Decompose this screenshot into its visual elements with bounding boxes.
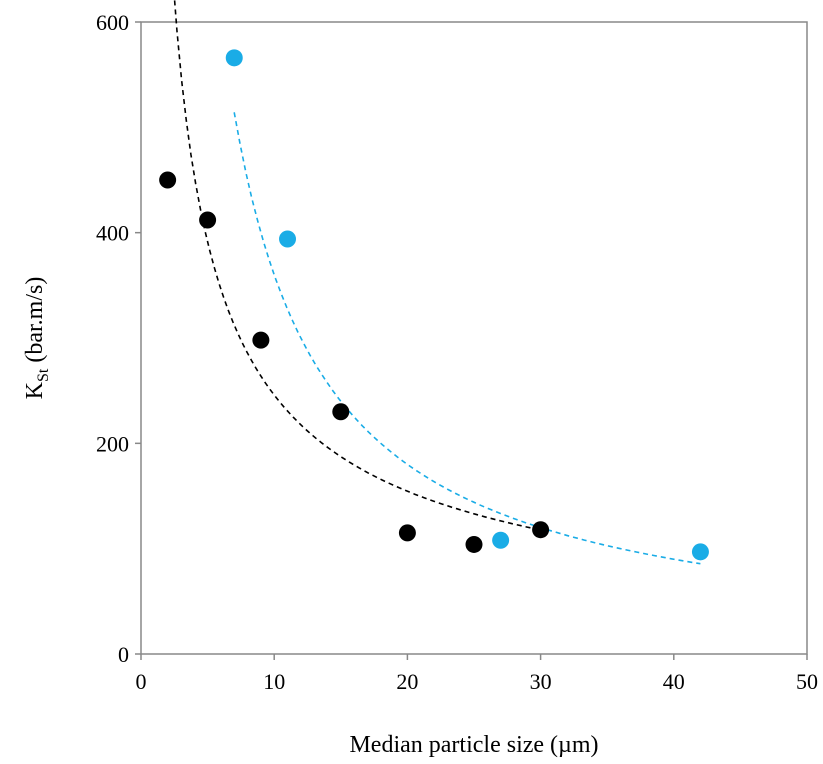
x-tick-label: 40 [663, 669, 685, 694]
x-tick-label: 20 [396, 669, 418, 694]
x-tick-label: 0 [136, 669, 147, 694]
data-point-series-1 [332, 403, 350, 421]
trendline-1 [173, 0, 541, 531]
x-tick-label: 50 [796, 669, 818, 694]
y-axis-title-subscript: St [35, 368, 52, 382]
data-point-series-1 [252, 331, 270, 349]
data-point-series-1 [465, 535, 483, 553]
data-point-series-2 [225, 49, 243, 67]
trendline-2 [233, 112, 701, 565]
x-tick-label: 10 [263, 669, 285, 694]
x-axis: 0 10 20 30 40 50 [136, 654, 818, 694]
y-tick-label: 400 [96, 221, 129, 246]
data-point-series-1 [159, 171, 177, 189]
y-tick-label: 600 [96, 10, 129, 35]
plot-area [140, 21, 808, 655]
trendlines [173, 0, 701, 565]
y-axis-title: KSt (bar.m/s) [22, 277, 52, 400]
y-tick-label: 0 [118, 642, 129, 667]
y-axis: 0 200 400 600 [96, 10, 141, 667]
x-axis-title: Median particle size (µm) [349, 732, 598, 758]
data-point-series-2 [279, 230, 297, 248]
y-tick-label: 200 [96, 431, 129, 456]
y-axis-title-main: K [22, 381, 48, 399]
y-axis-title-rest: (bar.m/s) [22, 277, 48, 369]
data-points [159, 49, 709, 561]
data-point-series-1 [398, 524, 416, 542]
x-tick-label: 30 [530, 669, 552, 694]
plot-frame [140, 21, 808, 655]
data-point-series-2 [691, 543, 709, 561]
data-point-series-1 [199, 211, 217, 229]
data-point-series-1 [532, 521, 550, 539]
data-point-series-2 [492, 531, 510, 549]
